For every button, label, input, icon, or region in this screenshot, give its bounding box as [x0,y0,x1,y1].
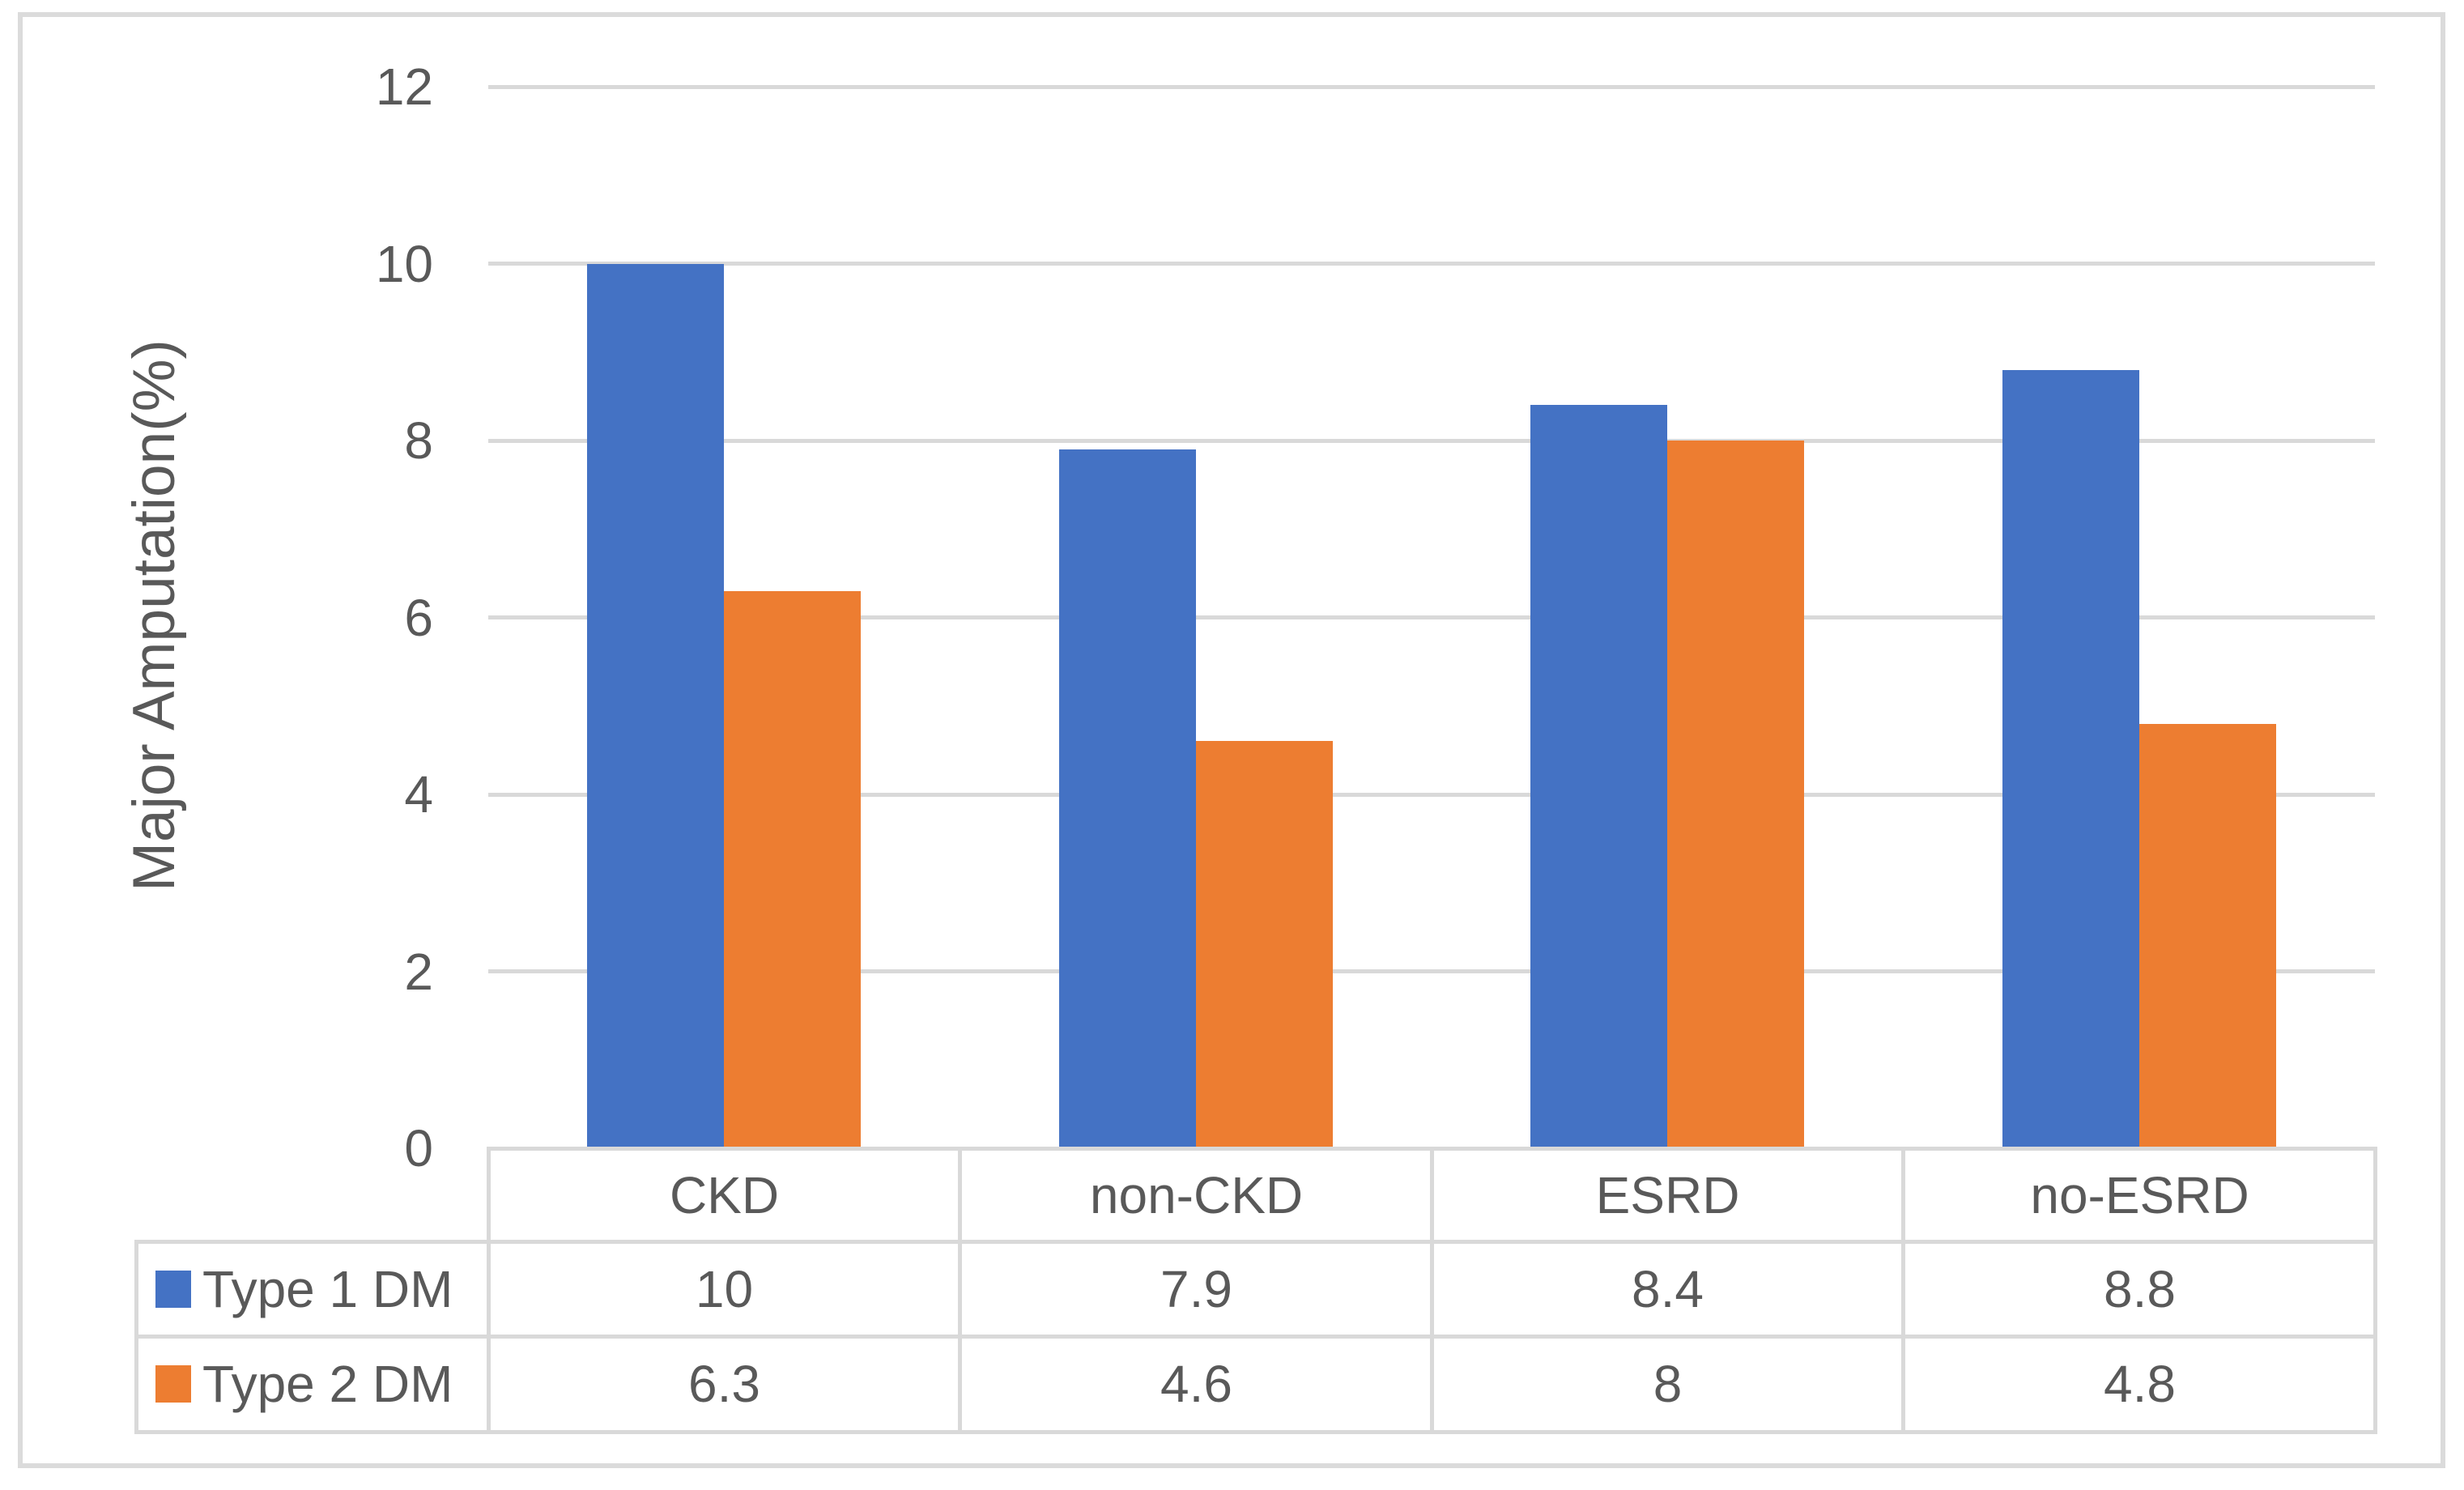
legend-item-type-2-dm: Type 2 DM [136,1336,488,1432]
category-header-non-ckd: non-CKD [1089,1165,1304,1224]
bar-type-2-dm-esrd [1667,441,1804,1148]
table-cell-type-2-dm-ckd: 6.3 [688,1355,760,1413]
category-header-ckd: CKD [669,1165,780,1224]
bar-type-1-dm-esrd [1530,405,1667,1148]
y-tick-label-6: 6 [404,589,433,647]
bar-type-2-dm-ckd [724,591,861,1148]
legend-swatch-icon-type-1-dm [155,1270,191,1308]
legend-label-type-2-dm: Type 2 DM [202,1355,453,1413]
table-cell-type-1-dm-no-esrd: 8.8 [2104,1259,2176,1318]
table-cell-type-2-dm-esrd: 8 [1653,1355,1683,1413]
gridline-y-2 [488,969,2375,973]
table-border-h2 [134,1335,2377,1339]
y-tick-label-10: 10 [375,235,433,293]
table-cell-type-1-dm-ckd: 10 [695,1259,754,1318]
bar-type-1-dm-no-esrd [2002,370,2139,1148]
legend-label-type-1-dm: Type 1 DM [202,1259,453,1318]
gridline-y-4 [488,793,2375,797]
table-border-v2 [1430,1147,1434,1434]
gridline-y-10 [488,262,2375,266]
table-border-legend-left [134,1240,138,1434]
table-border-v3 [1901,1147,1905,1434]
table-border-v1 [958,1147,962,1434]
table-cell-type-2-dm-no-esrd: 4.8 [2104,1355,2176,1413]
table-cell-type-1-dm-non-ckd: 7.9 [1160,1259,1232,1318]
table-border-v4 [2373,1147,2377,1434]
y-axis-title: Major Amputation(%) [121,339,187,892]
bar-type-2-dm-non-ckd [1196,741,1333,1148]
gridline-y-6 [488,615,2375,619]
legend-item-type-1-dm: Type 1 DM [136,1241,488,1336]
figure-border [18,12,2445,1468]
gridline-y-12 [488,85,2375,89]
table-cell-type-1-dm-esrd: 8.4 [1632,1259,1704,1318]
gridline-y-8 [488,439,2375,443]
table-border-h3 [134,1430,2377,1434]
bar-type-2-dm-no-esrd [2139,724,2276,1148]
y-tick-label-0: 0 [404,1119,433,1177]
bar-type-1-dm-non-ckd [1059,449,1196,1148]
bar-type-1-dm-ckd [587,264,724,1149]
category-header-esrd: ESRD [1595,1165,1740,1224]
y-tick-label-12: 12 [375,57,433,116]
y-tick-label-8: 8 [404,411,433,470]
table-border-h1 [134,1240,2377,1244]
category-header-no-esrd: no-ESRD [2030,1165,2249,1224]
legend-swatch-icon-type-2-dm [155,1365,191,1403]
table-cell-type-2-dm-non-ckd: 4.6 [1160,1355,1232,1413]
y-tick-label-2: 2 [404,943,433,1001]
y-tick-label-4: 4 [404,765,433,824]
table-border-v0 [487,1147,491,1434]
